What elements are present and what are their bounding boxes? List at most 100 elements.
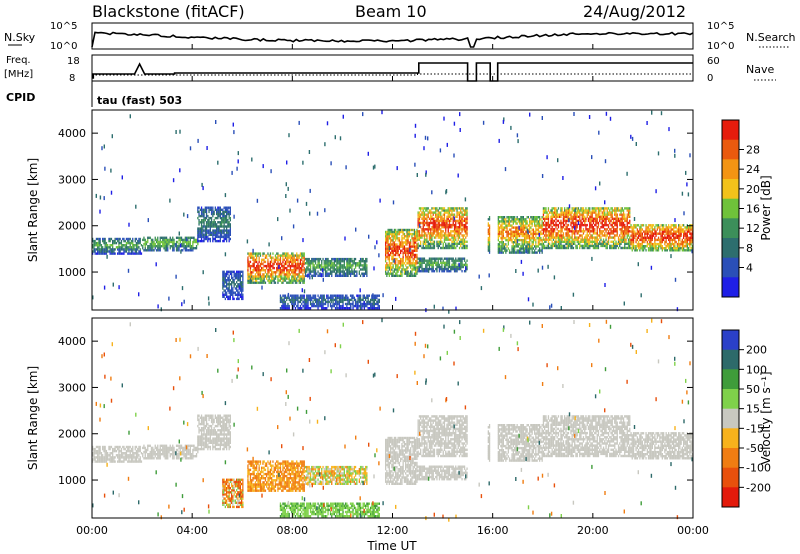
power-echo-cell [514,247,516,250]
power-echo-cell [512,245,514,248]
power-echo-cell [430,263,432,267]
power-echo-cell [427,230,429,233]
power-echo-cell [406,257,408,261]
power-echo-cell [412,274,414,277]
power-echo-cell [536,251,538,254]
power-echo-cell [222,270,224,273]
power-echo-cell [397,251,399,255]
power-echo-cell [223,295,225,298]
power-echo-cell [466,221,468,225]
power-echo-cell [516,216,518,219]
power-echo-cell [398,262,401,265]
power-echo-cell [524,236,526,240]
power-echo-cell [319,296,322,299]
power-echo-cell [226,281,228,284]
power-echo-cell [453,207,456,210]
power-echo-cell [535,232,537,236]
power-echo-cell [393,268,396,271]
power-echo-cell [400,270,402,273]
power-echo-cell [617,217,620,220]
power-echo-cell [511,224,513,227]
power-echo-cell [361,260,363,263]
power-echo-cell [293,256,295,259]
power-echo-cell [143,249,145,252]
power-echo-cell [261,281,263,284]
power-echo-cell [557,238,560,241]
power-echo-cell [591,242,593,245]
power-echo-cell [443,223,446,227]
power-echo-cell [312,270,314,273]
power-echo-cell [122,248,124,251]
power-echo-cell [242,285,244,288]
power-echo-cell [306,270,308,273]
power-echo-cell [115,237,118,241]
power-echo-cell [118,252,120,255]
power-echo-cell [110,237,113,241]
power-echo-cell [333,262,335,265]
power-echo-cell [524,228,526,231]
power-echo-cell [283,258,285,261]
power-echo-cell [229,206,231,209]
power-echo-cell [304,268,307,271]
power-echo-cell [425,213,427,216]
power-echo-cell [503,245,506,248]
power-echo-cell [567,240,570,243]
power-echo-cell [263,275,265,278]
power-echo-cell [411,268,413,271]
power-echo-cell [272,271,274,274]
power-echo-cell [577,232,580,235]
power-echo-cell [447,236,449,239]
power-echo-cell [535,228,537,231]
power-echo-cell [436,207,438,210]
power-echo-cell [139,250,141,253]
power-echo-cell [615,213,617,216]
power-echo-cell [611,209,613,212]
power-echo-cell [301,254,303,257]
power-echo-cell [163,247,165,250]
power-echo-cell [554,211,556,214]
power-echo-cell [463,217,466,220]
power-echo-cell [279,294,282,297]
power-echo-cell [579,228,581,231]
power-echo-cell [231,274,233,278]
power-echo-cell [346,298,348,302]
power-echo-cell [580,240,582,243]
power-echo-cell [227,276,229,280]
power-echo-cell [227,233,229,236]
power-echo-cell [229,227,231,230]
power-echo-cell [572,215,575,218]
power-echo-cell [331,264,333,267]
power-echo-cell [508,222,511,225]
power-echo-cell [585,244,587,248]
power-echo-cell [615,234,617,237]
power-echo-cell [437,211,439,214]
power-echo-cell [172,236,174,239]
power-echo-cell [214,231,216,234]
power-echo-cell [616,217,618,220]
power-echo-cell [575,238,577,241]
power-echo-cell [417,213,419,216]
power-echo-cell [619,238,621,241]
power-echo-cell [412,268,414,271]
power-echo-cell [184,240,186,244]
power-echo-cell [104,241,106,245]
power-echo-cell [395,251,397,255]
power-echo-cell [437,257,439,260]
power-echo-cell [373,302,375,306]
power-echo-cell [226,208,228,211]
power-echo-cell [241,281,243,284]
power-echo-cell [400,251,402,255]
power-echo-cell [581,246,583,250]
power-echo-cell [337,296,339,299]
power-echo-cell [605,223,607,227]
power-echo-cell [302,300,304,304]
power-echo-cell [611,246,613,250]
power-echo-cell [336,300,338,304]
power-echo-cell [227,210,229,214]
power-echo-cell [237,289,239,292]
power-echo-cell [430,261,432,264]
power-echo-cell [616,223,618,227]
power-echo-cell [615,207,617,210]
power-echo-cell [463,230,466,233]
power-echo-cell [591,213,593,216]
